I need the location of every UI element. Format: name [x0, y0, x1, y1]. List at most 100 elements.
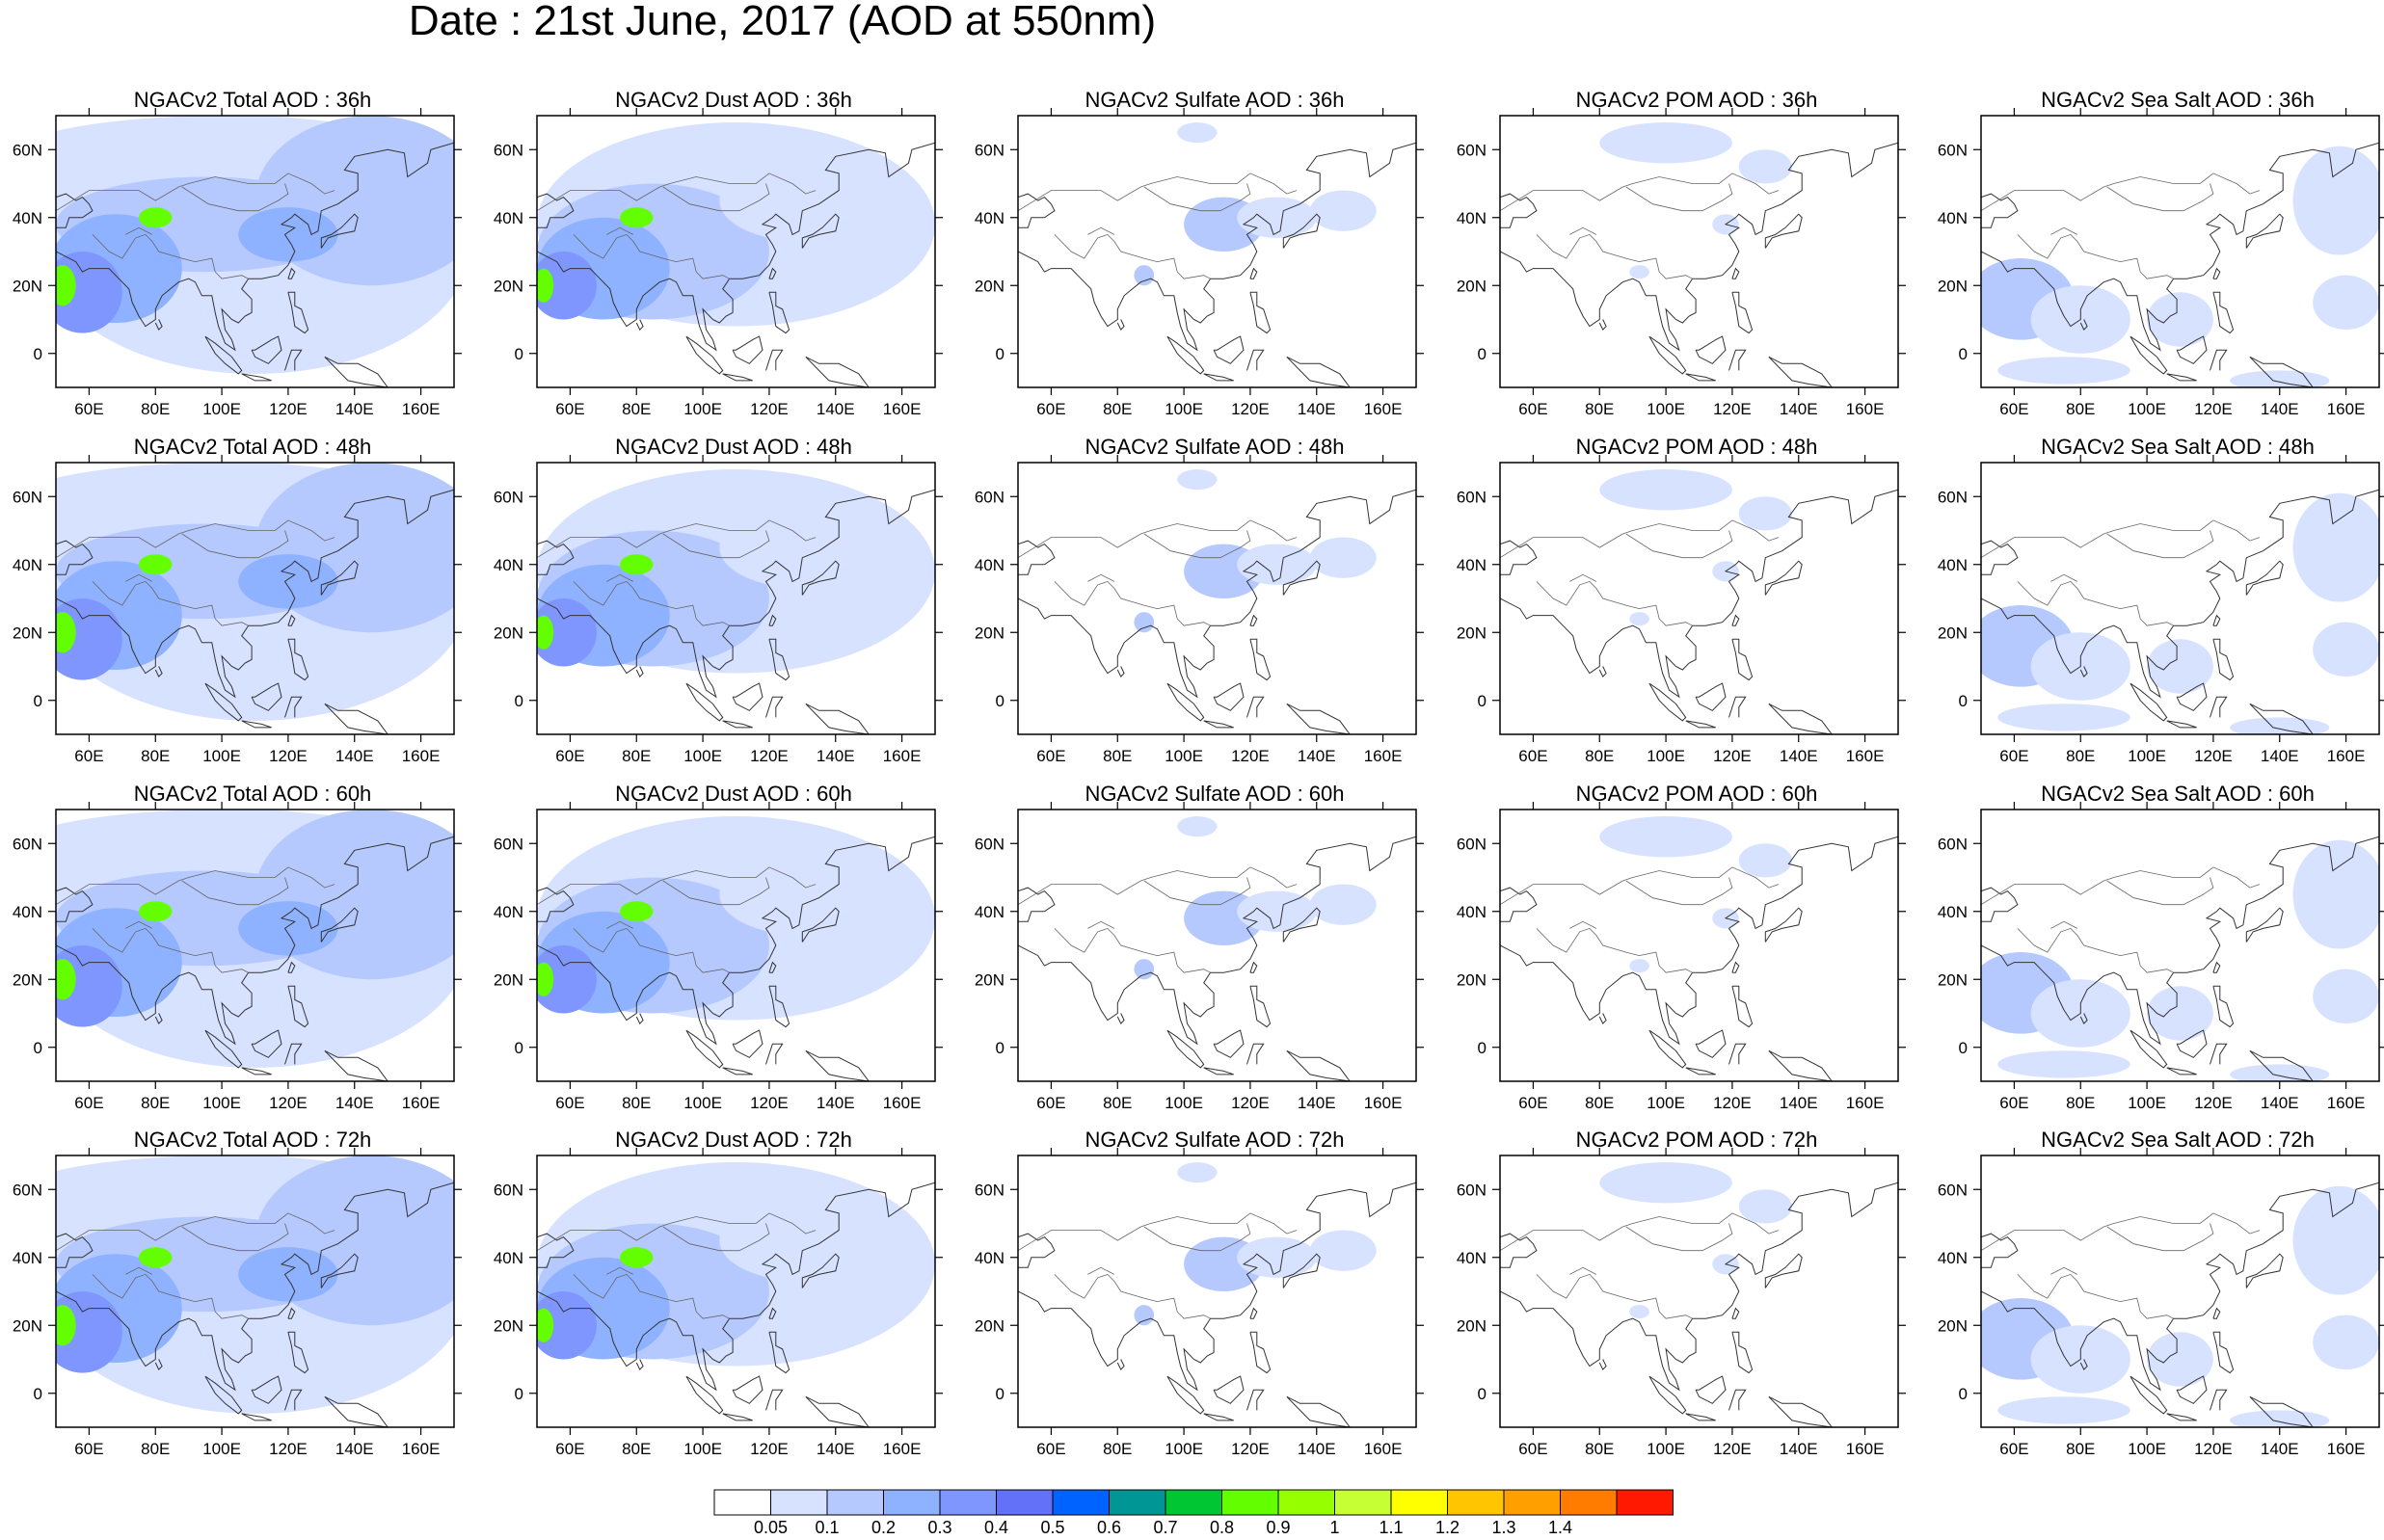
map-frame	[1017, 462, 1417, 735]
panel-title: NGACv2 POM AOD : 60h	[1575, 782, 1818, 806]
colorbar-swatch	[1221, 1489, 1279, 1516]
coastlines	[56, 142, 454, 387]
aod-blob	[2292, 1185, 2379, 1295]
panel-title: NGACv2 Dust AOD : 60h	[615, 782, 852, 806]
panel-title: NGACv2 Dust AOD : 36h	[615, 88, 852, 112]
lat-tick-label: 60N	[13, 1181, 42, 1199]
lon-tick-label: 140E	[335, 1440, 374, 1458]
map-panel: NGACv2 Dust AOD : 36h 60E 80E 100E 120E 140E 1…	[493, 89, 975, 436]
lat-tick-label: 20N	[13, 1316, 42, 1335]
lon-tick-label: 80E	[1585, 1094, 1614, 1112]
aod-blob	[1237, 1236, 1317, 1278]
aod-field	[56, 1155, 454, 1414]
map-frame	[1980, 115, 2380, 388]
lat-tick-label: 0	[34, 692, 42, 710]
country-borders	[1981, 866, 2261, 973]
panel-title: NGACv2 Sulfate AOD : 36h	[1085, 88, 1345, 112]
coastlines	[1981, 836, 2379, 1081]
lon-tick-label: 140E	[2261, 747, 2299, 765]
map-panel: NGACv2 Dust AOD : 48h 60E 80E 100E 120E 140E 1…	[493, 436, 975, 783]
lon-tick-label: 100E	[1165, 747, 1203, 765]
coastlines	[1500, 489, 1898, 734]
lon-tick-label: 120E	[269, 1440, 308, 1458]
country-borders	[56, 173, 335, 279]
coastlines	[537, 836, 935, 1081]
aod-blob	[56, 265, 76, 306]
colorbar-swatch	[1390, 1489, 1448, 1516]
lon-tick-label: 60E	[1036, 1440, 1065, 1458]
lon-tick-label: 100E	[683, 747, 722, 765]
lon-tick-label: 100E	[683, 1094, 722, 1112]
aod-blob	[1177, 122, 1218, 144]
map-panel: NGACv2 POM AOD : 48h 60E 80E 100E 120E 140E 16…	[1456, 436, 1938, 783]
map-panel: NGACv2 Total AOD : 60h 60E 80E 100E 120E 140E…	[12, 783, 494, 1129]
aod-blob	[1134, 1305, 1155, 1326]
map-panel: NGACv2 Total AOD : 48h 60E 80E 100E 120E 140E…	[12, 436, 494, 783]
lon-tick-label: 100E	[1165, 400, 1203, 418]
map-frame	[1499, 115, 1899, 388]
country-borders	[56, 866, 335, 973]
map-panel: NGACv2 Sulfate AOD : 72h 60E 80E 100E 120E 14…	[974, 1128, 1456, 1475]
country-borders	[1500, 1212, 1780, 1319]
lon-tick-label: 100E	[2128, 747, 2166, 765]
lat-tick-label: 0	[996, 345, 1004, 363]
lat-tick-label: 60N	[1457, 488, 1487, 506]
lon-tick-label: 60E	[1999, 747, 2028, 765]
aod-blob	[1134, 959, 1155, 980]
colorbar-swatch	[1560, 1489, 1618, 1516]
map-plot: 60E 80E 100E 120E 140E 160E 60N 40N 20N 0	[13, 1148, 462, 1458]
panel-title: NGACv2 Total AOD : 60h	[133, 782, 372, 806]
lat-tick-label: 40N	[1457, 1249, 1487, 1267]
lon-tick-label: 160E	[2327, 1440, 2366, 1458]
lon-tick-label: 120E	[1231, 1440, 1270, 1458]
lat-tick-label: 0	[34, 1039, 42, 1057]
map-panel: NGACv2 POM AOD : 72h 60E 80E 100E 120E 140E 16…	[1456, 1128, 1938, 1475]
aod-blob	[2230, 370, 2330, 387]
map-panel: NGACv2 Total AOD : 72h 60E 80E 100E 120E 140E…	[12, 1128, 494, 1475]
lon-tick-label: 120E	[750, 400, 789, 418]
map-panel: NGACv2 Sulfate AOD : 48h 60E 80E 100E 120E 14…	[974, 436, 1456, 783]
country-borders	[1018, 173, 1298, 279]
aod-blob	[2147, 292, 2213, 347]
aod-blob	[537, 962, 554, 996]
lon-tick-label: 120E	[269, 747, 308, 765]
lon-tick-label: 140E	[335, 747, 374, 765]
map-frame	[536, 809, 936, 1082]
aod-blob	[2292, 839, 2379, 949]
lon-tick-label: 60E	[1999, 1440, 2028, 1458]
country-borders	[1500, 866, 1780, 973]
panel-title: NGACv2 Total AOD : 72h	[133, 1128, 372, 1152]
lon-tick-label: 160E	[402, 747, 441, 765]
lon-tick-label: 100E	[1647, 747, 1685, 765]
aod-blob	[238, 207, 338, 262]
lat-tick-label: 20N	[1938, 1316, 1968, 1335]
lon-tick-label: 160E	[1846, 400, 1885, 418]
colorbar-swatch	[1503, 1489, 1561, 1516]
panel-title: NGACv2 Sulfate AOD : 48h	[1085, 435, 1345, 459]
lat-tick-label: 60N	[975, 141, 1004, 159]
aod-blob	[1237, 544, 1317, 585]
lon-tick-label: 80E	[141, 1094, 170, 1112]
map-frame	[1499, 1155, 1899, 1428]
lon-tick-label: 160E	[1846, 1440, 1885, 1458]
aod-blob	[2313, 622, 2379, 677]
map-panel: NGACv2 POM AOD : 60h 60E 80E 100E 120E 140E 16…	[1456, 783, 1938, 1129]
lon-tick-label: 140E	[1780, 1440, 1818, 1458]
lat-tick-label: 40N	[494, 1249, 523, 1267]
lat-tick-label: 0	[515, 1385, 523, 1403]
map-frame	[1980, 462, 2380, 735]
lon-tick-label: 120E	[2194, 1094, 2233, 1112]
coastlines	[1981, 489, 2379, 734]
lon-tick-label: 80E	[1103, 747, 1132, 765]
aod-blob	[2230, 717, 2330, 734]
aod-blob	[1599, 122, 1732, 164]
lon-tick-label: 160E	[402, 1440, 441, 1458]
lat-tick-label: 20N	[1457, 277, 1487, 295]
lon-tick-label: 120E	[750, 747, 789, 765]
aod-field	[1599, 469, 1792, 626]
lon-tick-label: 60E	[74, 747, 103, 765]
aod-blob	[1177, 816, 1218, 837]
lon-tick-label: 100E	[1165, 1094, 1203, 1112]
colorbar-swatch	[1447, 1489, 1505, 1516]
lat-tick-label: 20N	[13, 970, 42, 989]
